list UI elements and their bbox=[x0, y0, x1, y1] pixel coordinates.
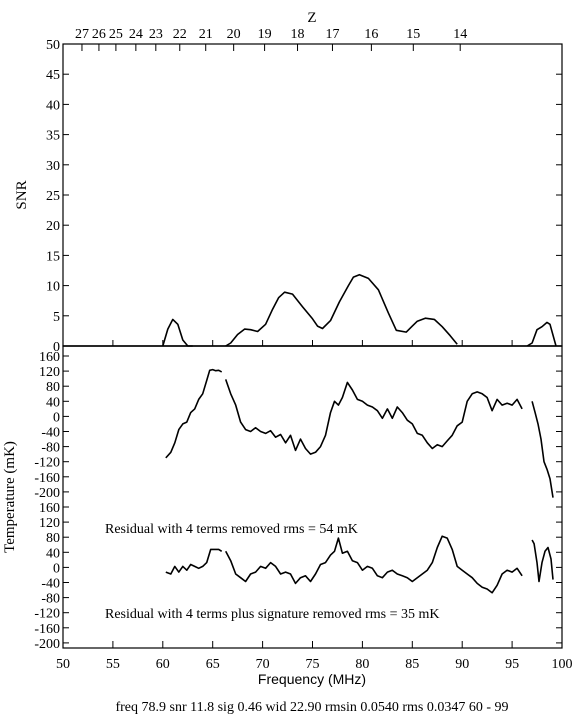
frequency-axis-label: Frequency (MHz) bbox=[258, 671, 366, 687]
z-top-tick-label: 25 bbox=[109, 27, 123, 42]
z-top-tick-label: 17 bbox=[325, 27, 339, 42]
z-top-tick-label: 20 bbox=[227, 27, 241, 42]
z-top-tick-label: 14 bbox=[453, 27, 467, 42]
residual-4-terms-plus-signature-line-2 bbox=[224, 535, 523, 594]
frequency-x-tick-label: 85 bbox=[405, 657, 419, 672]
temperature-y-tick-label: -120 bbox=[34, 607, 60, 622]
frequency-x-tick-label: 100 bbox=[552, 657, 573, 672]
z-top-tick-label: 24 bbox=[129, 27, 143, 42]
temperature-y-tick-label: 80 bbox=[46, 531, 60, 546]
z-top-tick-label: 15 bbox=[406, 27, 420, 42]
snr-y-tick-label: 25 bbox=[46, 189, 60, 204]
temperature-y-tick-label: 40 bbox=[46, 395, 60, 410]
fit-summary-footer: freq 78.9 snr 11.8 sig 0.46 wid 22.90 rm… bbox=[115, 700, 508, 715]
frequency-x-tick-label: 55 bbox=[106, 657, 120, 672]
temperature-y-tick-label: 160 bbox=[39, 501, 60, 516]
snr-y-tick-label: 50 bbox=[46, 38, 60, 53]
temperature-y-tick-label: -160 bbox=[34, 622, 60, 637]
temperature-y-tick-label: -40 bbox=[41, 426, 60, 441]
temperature-y-tick-label: -120 bbox=[34, 456, 60, 471]
z-top-tick-label: 26 bbox=[92, 27, 106, 42]
temperature-y-tick-label: 80 bbox=[46, 380, 60, 395]
frequency-x-tick-label: 70 bbox=[256, 657, 270, 672]
snr-curve-segment-3 bbox=[526, 321, 557, 347]
high-frequency-residual-lower-line bbox=[531, 539, 554, 583]
frequency-x-tick-label: 65 bbox=[206, 657, 220, 672]
snr-y-tick-label: 10 bbox=[46, 280, 60, 295]
snr-y-tick-label: 40 bbox=[46, 98, 60, 113]
residual-4-terms-line-1 bbox=[165, 368, 223, 459]
z-top-tick-label: 27 bbox=[75, 27, 89, 42]
snr-y-tick-label: 35 bbox=[46, 129, 60, 144]
z-top-tick-label: 16 bbox=[364, 27, 378, 42]
frequency-x-tick-label: 50 bbox=[56, 657, 70, 672]
snr-axis-label: SNR bbox=[14, 180, 30, 209]
top-axis-label: Z bbox=[307, 10, 316, 26]
z-top-tick-label: 19 bbox=[258, 27, 272, 42]
z-top-tick-label: 18 bbox=[291, 27, 305, 42]
snr-panel-frame bbox=[62, 43, 563, 347]
residual-4-terms-plus-signature-line-1 bbox=[165, 548, 223, 575]
snr-curve-segment-2 bbox=[225, 273, 458, 347]
snr-y-tick-label: 45 bbox=[46, 68, 60, 83]
high-frequency-residual-upper-line bbox=[531, 401, 554, 498]
temperature-y-tick-label: 0 bbox=[53, 410, 60, 425]
temperature-y-tick-label: -80 bbox=[41, 441, 60, 456]
temperature-y-tick-label: -160 bbox=[34, 471, 60, 486]
residual-4-terms-line-2 bbox=[224, 379, 523, 455]
residual-annotation-1: Residual with 4 terms removed rms = 54 m… bbox=[105, 522, 358, 537]
temperature-y-tick-label: -40 bbox=[41, 577, 60, 592]
temperature-y-tick-label: -200 bbox=[34, 637, 60, 652]
temperature-axis-label: Temperature (mK) bbox=[2, 441, 18, 553]
frequency-x-tick-label: 75 bbox=[306, 657, 320, 672]
snr-y-tick-label: 30 bbox=[46, 159, 60, 174]
temperature-y-tick-label: -80 bbox=[41, 592, 60, 607]
snr-y-tick-label: 20 bbox=[46, 219, 60, 234]
z-top-tick-label: 23 bbox=[149, 27, 163, 42]
temperature-y-tick-label: 120 bbox=[39, 516, 60, 531]
frequency-x-tick-label: 60 bbox=[156, 657, 170, 672]
snr-curve-segment-1 bbox=[162, 318, 193, 347]
temperature-y-tick-label: -200 bbox=[34, 486, 60, 501]
snr-y-tick-label: 5 bbox=[53, 310, 60, 325]
frequency-x-tick-label: 90 bbox=[455, 657, 469, 672]
snr-y-tick-label: 15 bbox=[46, 249, 60, 264]
residual-annotation-2: Residual with 4 terms plus signature rem… bbox=[105, 607, 440, 622]
snr-y-tick-label: 0 bbox=[53, 340, 60, 355]
temperature-y-tick-label: 0 bbox=[53, 561, 60, 576]
temperature-y-tick-label: 120 bbox=[39, 365, 60, 380]
z-top-tick-label: 22 bbox=[173, 27, 187, 42]
temperature-panel-frame bbox=[62, 345, 563, 649]
frequency-x-tick-label: 80 bbox=[355, 657, 369, 672]
z-top-tick-label: 21 bbox=[199, 27, 213, 42]
frequency-x-tick-label: 95 bbox=[505, 657, 519, 672]
temperature-y-tick-label: 160 bbox=[39, 350, 60, 365]
temperature-y-tick-label: 40 bbox=[46, 546, 60, 561]
